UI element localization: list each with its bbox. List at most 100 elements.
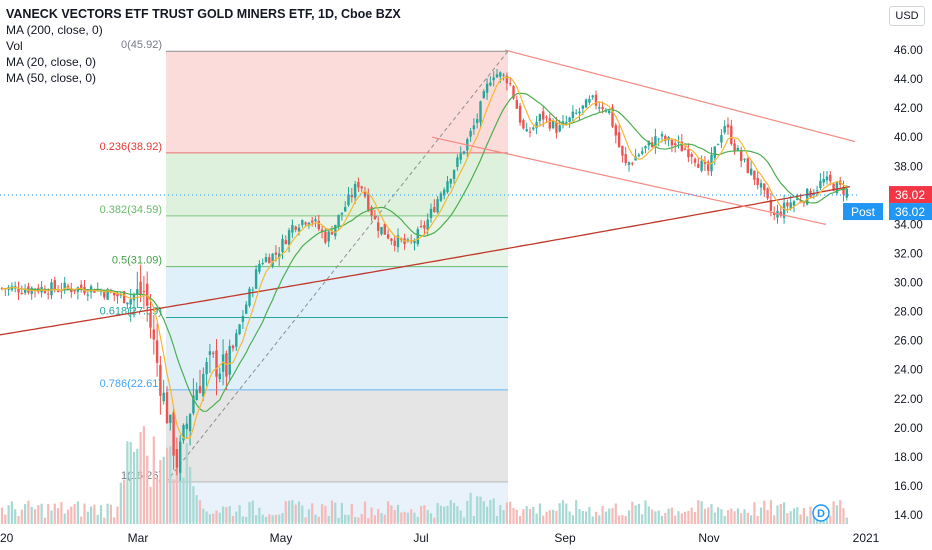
volume-bar	[486, 506, 489, 524]
volume-bar	[30, 506, 33, 524]
post-label: Post	[851, 205, 876, 219]
volume-bar	[746, 512, 749, 524]
candle-body	[238, 324, 241, 335]
price-axis[interactable]: 14.00 16.00 18.00 20.00 22.00 24.00 26.00 28.00…	[894, 45, 923, 522]
candle-body	[683, 148, 687, 150]
time-tick: 2021	[853, 531, 880, 545]
volume-bar	[515, 509, 518, 524]
volume-bar	[697, 500, 700, 524]
price-tick: 26.00	[894, 336, 923, 348]
currency-button[interactable]: USD	[889, 6, 925, 26]
candle-body	[548, 118, 551, 129]
candle-body	[192, 395, 195, 414]
volume-bar	[654, 511, 657, 524]
volume-bar	[258, 507, 261, 524]
volume-bar	[363, 501, 367, 524]
candle-body	[743, 158, 746, 160]
price-tick: 16.00	[894, 481, 923, 493]
volume-bar	[763, 500, 766, 524]
volume-bar	[334, 502, 337, 524]
volume-bar	[218, 512, 221, 524]
volume-bar	[27, 500, 30, 524]
candle-body	[624, 154, 627, 164]
candle-body	[707, 161, 710, 171]
candle-body	[350, 195, 353, 198]
volume-bar	[0, 507, 4, 524]
volume-bar	[169, 446, 172, 524]
candle-body	[268, 257, 271, 264]
volume-bar	[426, 510, 429, 524]
candle-body	[182, 425, 185, 441]
candle-body	[716, 144, 720, 146]
candle-body	[113, 292, 116, 296]
volume-bar	[281, 512, 284, 524]
candle-body	[802, 202, 806, 204]
volume-bar	[591, 516, 594, 524]
volume-bar	[367, 517, 370, 524]
legend-ma50[interactable]: MA (50, close, 0)	[6, 71, 97, 85]
candle-body	[456, 157, 459, 167]
legend-vol[interactable]: Vol	[6, 39, 23, 53]
volume-bar	[83, 503, 86, 524]
volume-bar	[20, 509, 23, 524]
legend-ma200[interactable]: MA (200, close, 0)	[6, 23, 103, 37]
time-axis[interactable]: 2020 Mar May Jul Sep Nov 2021	[0, 531, 880, 545]
candle-body	[509, 83, 512, 85]
candle-body	[551, 120, 555, 129]
fib-label-0.236: 0.236(38.92)	[100, 141, 162, 153]
volume-bar	[462, 517, 466, 524]
volume-bar	[449, 500, 452, 524]
candle-body	[347, 194, 350, 206]
candle-body	[159, 364, 162, 396]
volume-bar	[416, 516, 419, 524]
candle-body	[245, 304, 248, 314]
volume-bar	[301, 505, 304, 524]
volume-bar	[568, 511, 571, 524]
candle-body	[205, 361, 208, 375]
candle-body	[627, 162, 631, 165]
candle-body	[759, 183, 763, 188]
legend-ma20[interactable]: MA (20, close, 0)	[6, 55, 97, 69]
volume-bar	[627, 510, 631, 524]
trend-drawings[interactable]	[0, 49, 858, 225]
fib-band-0	[166, 51, 508, 153]
volume-bar	[393, 509, 396, 524]
candle-body	[86, 294, 89, 296]
volume-bar	[733, 511, 736, 524]
volume-bar	[80, 516, 83, 524]
volume-bar	[839, 500, 842, 524]
channel-lower-line[interactable]	[431, 136, 827, 225]
fibonacci-retracement[interactable]: 0(45.92) 0.236(38.92) 0.382(34.59) 0.5(31.0…	[100, 39, 509, 523]
candle-body	[297, 227, 301, 232]
candle-body	[601, 106, 604, 110]
fib-label-0.786: 0.786(22.61)	[100, 378, 162, 390]
volume-bar	[165, 447, 169, 524]
symbol-title[interactable]: VANECK VECTORS ETF TRUST GOLD MINERS ETF…	[6, 7, 401, 21]
candle-body	[426, 219, 429, 230]
volume-bar	[684, 511, 687, 524]
volume-bar	[703, 508, 706, 524]
candle-body	[766, 188, 769, 199]
volume-bar	[103, 517, 106, 524]
candle-body	[66, 285, 70, 288]
volume-bar	[588, 506, 591, 524]
candle-body	[568, 117, 571, 122]
volume-bar	[542, 515, 545, 524]
candle-body	[353, 183, 357, 198]
candle-body	[700, 160, 703, 171]
candle-body	[152, 329, 155, 340]
volume-bar	[14, 509, 17, 524]
volume-bar	[637, 503, 640, 524]
candle-body	[116, 293, 119, 297]
volume-bar	[330, 500, 334, 524]
candle-body	[641, 151, 644, 154]
candle-body	[264, 257, 268, 262]
channel-upper-line[interactable]	[504, 49, 856, 143]
volume-bar	[575, 500, 578, 524]
price-tick: 18.00	[894, 452, 923, 464]
candle-body	[20, 292, 23, 294]
candle-body	[231, 345, 235, 349]
candle-body	[103, 291, 106, 298]
volume-bar	[634, 505, 637, 524]
